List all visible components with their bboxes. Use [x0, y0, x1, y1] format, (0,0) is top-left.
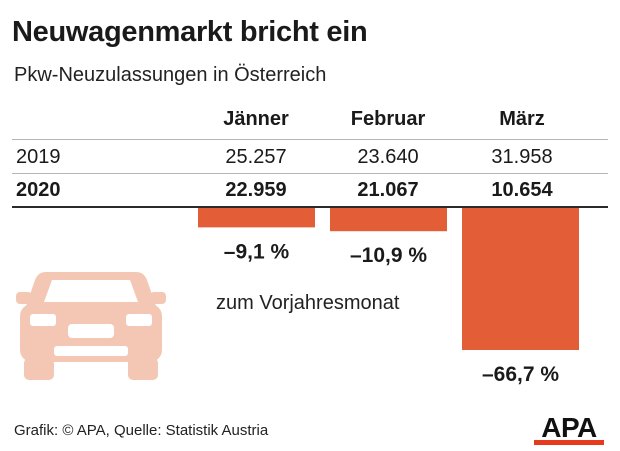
column-header-maerz: März	[499, 108, 545, 130]
table-row-divider	[12, 173, 608, 174]
apa-logo: APA	[534, 412, 604, 445]
column-header-februar: Februar	[350, 108, 426, 130]
car-icon	[16, 272, 166, 380]
bar-jänner	[198, 208, 315, 228]
cell-2020-jaenner: 22.959	[225, 179, 287, 201]
chart-annotation: zum Vorjahresmonat	[216, 292, 400, 314]
source-note: Grafik: © APA, Quelle: Statistik Austria	[14, 422, 269, 439]
chart-title: Neuwagenmarkt bricht ein	[12, 16, 368, 48]
cell-2020-februar: 21.067	[357, 179, 419, 201]
bar-value-label: –66,7 %	[482, 363, 559, 386]
apa-logo-bar	[534, 440, 604, 445]
cell-2019-februar: 23.640	[357, 146, 419, 168]
column-header-jaenner: Jänner	[223, 108, 289, 130]
bar-value-label: –9,1 %	[224, 240, 290, 263]
chart-baseline	[12, 206, 608, 208]
row-label-2020: 2020	[16, 179, 61, 201]
chart-subtitle: Pkw-Neuzulassungen in Österreich	[14, 64, 327, 86]
cell-2019-jaenner: 25.257	[225, 146, 287, 168]
bar-februar	[330, 208, 447, 232]
table-header-divider	[12, 139, 608, 140]
cell-2019-maerz: 31.958	[491, 146, 553, 168]
bar-märz	[462, 208, 579, 350]
apa-logo-text: APA	[541, 412, 597, 443]
bar-value-label: –10,9 %	[350, 244, 427, 267]
cell-2020-maerz: 10.654	[491, 179, 553, 201]
row-label-2019: 2019	[16, 146, 61, 168]
